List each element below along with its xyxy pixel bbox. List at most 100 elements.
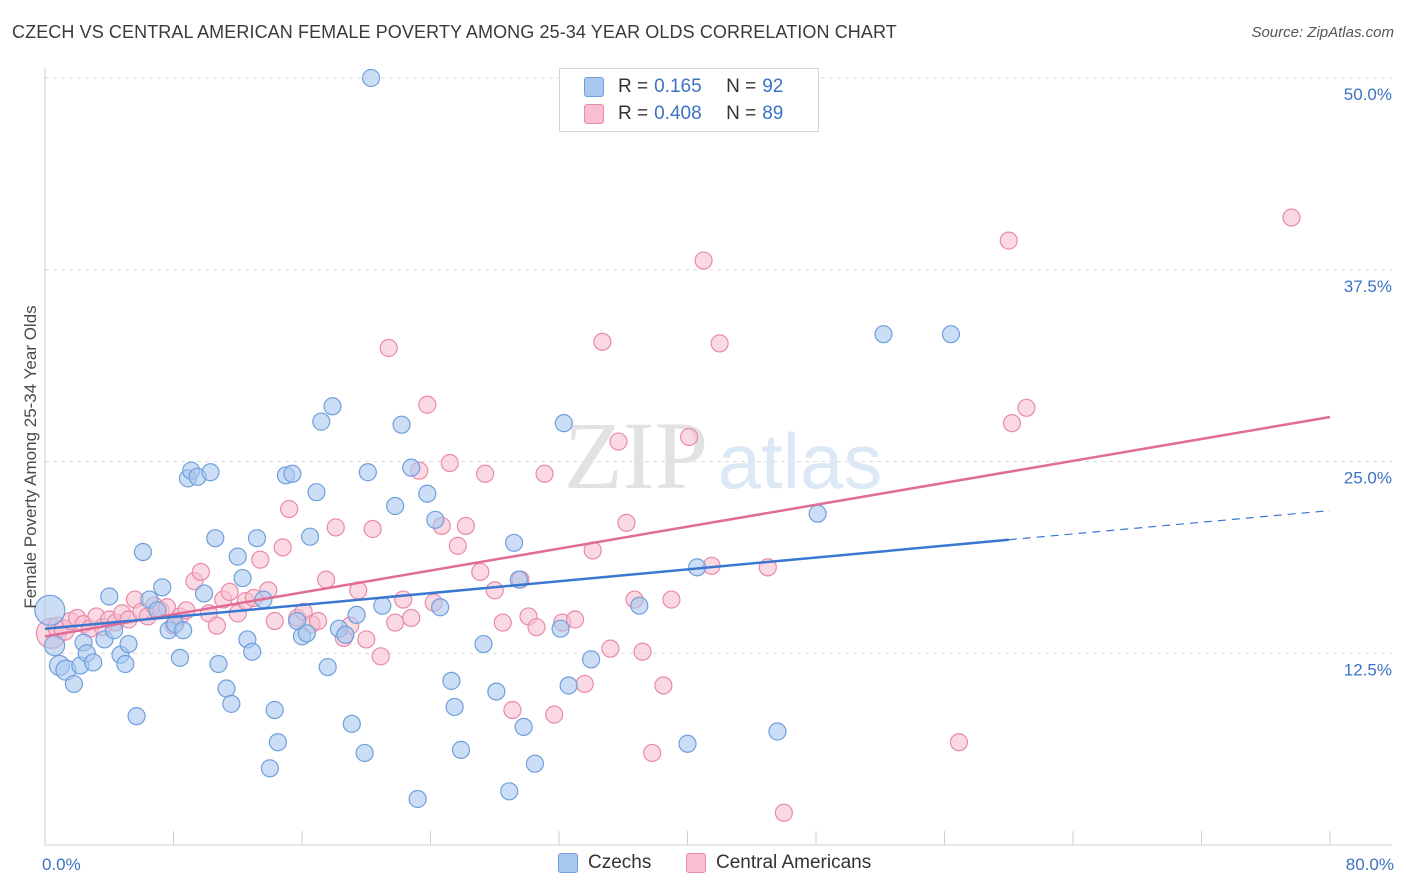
central-americans-point <box>999 231 1018 250</box>
czechs-point <box>222 694 241 713</box>
czechs-point <box>504 533 524 552</box>
czechs-point <box>361 68 381 88</box>
central-americans-point <box>493 613 512 632</box>
central-americans-points <box>35 208 1301 822</box>
czechs-point <box>630 596 649 615</box>
y-tick-label: 50.0% <box>1344 85 1392 104</box>
legend-r-value: 0.408 <box>654 103 702 124</box>
czechs-trend-extension <box>1008 509 1331 541</box>
czechs-point <box>514 717 533 736</box>
axes <box>44 68 1392 846</box>
central-americans-point <box>527 618 546 637</box>
czechs-point <box>402 458 421 477</box>
czechs-point <box>874 325 893 344</box>
czechs-point <box>233 568 252 588</box>
czechs-point <box>260 759 279 778</box>
czechs-points <box>34 68 961 809</box>
central-americans-point <box>273 538 292 557</box>
central-americans-point <box>643 743 662 763</box>
czechs-point <box>209 654 228 674</box>
central-americans-point <box>485 581 504 600</box>
central-americans-point <box>662 590 681 609</box>
central-americans-point <box>633 642 652 661</box>
czechs-point <box>247 529 267 548</box>
czechs-point <box>525 754 545 773</box>
czechs-point <box>408 789 427 809</box>
czechs-point <box>500 782 519 801</box>
central-americans-point <box>280 499 299 519</box>
central-americans-point <box>386 613 405 632</box>
czechs-point <box>243 642 262 661</box>
watermark: ZIP atlas <box>564 402 882 509</box>
central-americans-point <box>476 464 495 483</box>
czechs-point <box>300 527 320 546</box>
czechs-swatch <box>558 853 578 873</box>
trend-lines <box>44 415 1331 638</box>
czechs-point <box>487 682 506 701</box>
czechs-point <box>373 596 392 615</box>
central-americans-point <box>593 332 612 351</box>
central-americans-point <box>601 639 620 658</box>
czechs-point <box>100 587 119 606</box>
czechs-point <box>84 653 103 672</box>
central-americans-point <box>394 590 413 609</box>
czechs-point <box>153 578 172 597</box>
legend-n-value: 89 <box>762 103 784 124</box>
legend-n-label: N = <box>726 76 757 97</box>
central-americans-point <box>609 432 628 451</box>
czechs-point <box>358 463 377 482</box>
czechs-swatch <box>584 77 604 97</box>
czechs-point <box>386 496 405 516</box>
central-americans-point <box>418 395 437 414</box>
central-americans-point <box>448 536 467 555</box>
central-americans-point <box>1017 398 1036 417</box>
czechs-point <box>34 594 66 626</box>
czechs-point <box>194 584 214 603</box>
legend-n-value: 92 <box>762 76 784 97</box>
czechs-point <box>312 412 331 431</box>
czechs-point <box>392 415 411 434</box>
central-americans-point <box>545 705 564 724</box>
central-americans-point <box>326 518 345 537</box>
central-americans-point <box>654 676 673 695</box>
y-tick-label: 12.5% <box>1344 660 1392 679</box>
source-label: Source: ZipAtlas.com <box>1251 24 1394 41</box>
czechs-point <box>307 483 326 502</box>
czechs-point <box>678 734 697 753</box>
x-tick-label: 0.0% <box>42 855 81 874</box>
legend-row-central: R = 0.408 N = 89 <box>584 101 783 127</box>
czechs-point <box>119 634 138 654</box>
central-americans-point <box>471 562 490 582</box>
czechs-point <box>228 547 247 566</box>
legend-row-czechs: R = 0.165 N = 92 <box>584 74 783 100</box>
central-americans-point <box>503 700 522 720</box>
central-americans-point <box>316 570 336 589</box>
central-americans-point <box>535 464 554 483</box>
czechs-point <box>808 504 827 523</box>
central-swatch <box>584 104 604 124</box>
central-americans-point <box>1282 208 1301 227</box>
czechs-point <box>941 325 961 344</box>
central-americans-point <box>265 611 284 631</box>
central-americans-point <box>456 516 475 536</box>
czechs-point <box>418 484 437 503</box>
czechs-point <box>297 624 316 643</box>
central-americans-point <box>371 647 390 666</box>
czechs-point <box>323 397 342 416</box>
czechs-point <box>451 740 471 759</box>
central-americans-point <box>949 733 969 752</box>
czechs-point <box>116 654 135 674</box>
czechs-point <box>768 722 787 741</box>
legend-czechs-label: Czechs <box>588 852 652 873</box>
central-americans-point <box>220 582 239 601</box>
legend-r-label: R = <box>618 76 649 97</box>
czechs-point <box>554 414 573 433</box>
central-americans-point <box>440 453 459 473</box>
czechs-point <box>347 605 366 625</box>
czechs-point <box>217 679 236 698</box>
czechs-point <box>133 542 153 562</box>
czechs-point <box>283 464 302 483</box>
czechs-point <box>268 733 288 752</box>
czechs-point <box>551 619 570 638</box>
